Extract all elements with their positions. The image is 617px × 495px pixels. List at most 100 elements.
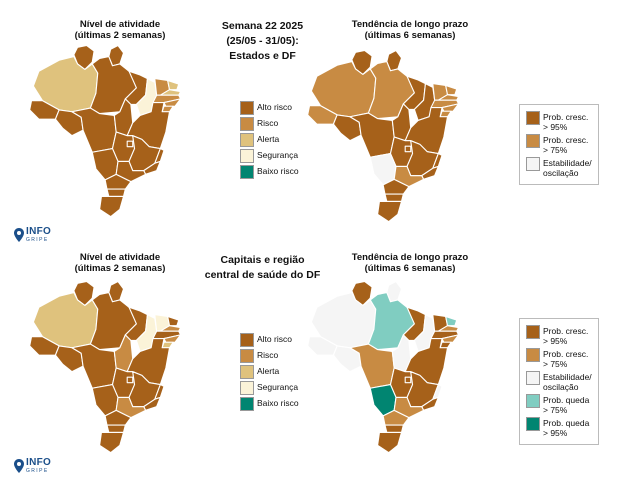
state-pr bbox=[104, 173, 132, 190]
legend-label: Alto risco bbox=[257, 102, 292, 112]
legend-swatch bbox=[526, 371, 540, 385]
legend-swatch bbox=[240, 149, 254, 163]
state-se bbox=[439, 341, 452, 349]
legend-label: Alerta bbox=[257, 134, 280, 144]
legend-swatch bbox=[526, 417, 540, 431]
state-df bbox=[126, 140, 134, 148]
bottom-activity-legend: Alto risco Risco Alerta Segurança Baixo risc… bbox=[240, 333, 299, 413]
legend-label: Prob. cresc. > 75% bbox=[543, 349, 589, 369]
state-rr bbox=[351, 280, 373, 306]
legend-swatch bbox=[240, 333, 254, 347]
legend-item: Prob. cresc. > 75% bbox=[526, 134, 592, 155]
legend-item: Baixo risco bbox=[240, 165, 299, 179]
legend-swatch bbox=[240, 397, 254, 411]
legend-label: Alto risco bbox=[257, 334, 292, 344]
state-al bbox=[441, 103, 460, 112]
state-pa bbox=[367, 61, 419, 120]
legend-item: Prob. cresc. > 95% bbox=[526, 325, 592, 346]
state-df bbox=[404, 145, 412, 153]
bottom-trend-map bbox=[307, 280, 460, 454]
top-infogripe-logo: INFO GRIPE bbox=[14, 227, 51, 243]
state-sc bbox=[106, 188, 126, 197]
legend-swatch bbox=[240, 165, 254, 179]
state-rn bbox=[167, 315, 180, 327]
legend-swatch bbox=[240, 117, 254, 131]
legend-label: Prob. cresc. > 95% bbox=[543, 112, 589, 132]
legend-swatch bbox=[240, 133, 254, 147]
state-sc bbox=[106, 424, 126, 433]
state-df bbox=[126, 376, 134, 384]
state-pr bbox=[104, 409, 132, 426]
state-df bbox=[404, 376, 412, 384]
legend-label: Baixo risco bbox=[257, 398, 299, 408]
legend-swatch bbox=[526, 325, 540, 339]
bottom-infogripe-logo: INFO GRIPE bbox=[14, 458, 51, 474]
state-se bbox=[161, 341, 174, 349]
legend-swatch bbox=[526, 134, 540, 148]
state-rn bbox=[445, 84, 458, 96]
state-rr bbox=[351, 49, 373, 75]
bottom-center-title: Capitais e região central de saúde do DF bbox=[204, 254, 321, 281]
legend-item: Alerta bbox=[240, 133, 299, 147]
legend-label: Alerta bbox=[257, 366, 280, 376]
state-pa bbox=[367, 292, 419, 351]
legend-item: Estabilidade/ oscilação bbox=[526, 157, 592, 178]
top-trend-legend: Prob. cresc. > 95% Prob. cresc. > 75% Esta… bbox=[519, 104, 599, 185]
state-pa bbox=[89, 56, 141, 115]
legend-label: Prob. queda > 75% bbox=[543, 395, 590, 415]
legend-item: Prob. cresc. > 75% bbox=[526, 348, 592, 369]
legend-swatch bbox=[240, 365, 254, 379]
state-rr bbox=[73, 44, 95, 70]
legend-label: Risco bbox=[257, 350, 279, 360]
top-activity-map bbox=[29, 44, 182, 218]
top-activity-legend: Alto risco Risco Alerta Segurança Baixo risc… bbox=[240, 101, 299, 181]
state-sc bbox=[384, 193, 404, 202]
bottom-trend-legend: Prob. cresc. > 95% Prob. cresc. > 75% Esta… bbox=[519, 318, 599, 445]
logo-sub-text: GRIPE bbox=[26, 237, 49, 243]
legend-swatch bbox=[526, 348, 540, 362]
bottom-activity-map-title: Nível de atividade (últimas 2 semanas) bbox=[74, 252, 166, 274]
state-rs bbox=[99, 195, 125, 218]
legend-item: Prob. queda > 75% bbox=[526, 394, 592, 415]
legend-item: Baixo risco bbox=[240, 397, 299, 411]
legend-swatch bbox=[240, 349, 254, 363]
legend-item: Prob. queda > 95% bbox=[526, 417, 592, 438]
state-rr bbox=[73, 280, 95, 306]
state-se bbox=[161, 105, 174, 113]
logo-main-text: INFO bbox=[26, 226, 52, 237]
top-activity-map-title: Nível de atividade (últimas 2 semanas) bbox=[74, 19, 166, 41]
state-al bbox=[163, 98, 182, 107]
state-rn bbox=[167, 79, 180, 91]
top-trend-map-title: Tendência de longo prazo (últimas 6 sema… bbox=[351, 19, 469, 41]
legend-label: Estabilidade/ oscilação bbox=[543, 372, 592, 392]
legend-swatch bbox=[240, 101, 254, 115]
state-pr bbox=[382, 178, 410, 195]
legend-label: Prob. cresc. > 75% bbox=[543, 135, 589, 155]
legend-label: Estabilidade/ oscilação bbox=[543, 158, 592, 178]
state-al bbox=[163, 334, 182, 343]
legend-label: Segurança bbox=[257, 150, 299, 160]
state-se bbox=[439, 110, 452, 118]
logo-sub-text: GRIPE bbox=[26, 468, 49, 474]
legend-swatch bbox=[240, 381, 254, 395]
legend-swatch bbox=[526, 394, 540, 408]
legend-label: Segurança bbox=[257, 382, 299, 392]
state-al bbox=[441, 334, 460, 343]
bottom-activity-map bbox=[29, 280, 182, 454]
legend-item: Segurança bbox=[240, 149, 299, 163]
legend-label: Risco bbox=[257, 118, 279, 128]
legend-label: Prob. queda > 95% bbox=[543, 418, 590, 438]
legend-item: Risco bbox=[240, 349, 299, 363]
legend-label: Baixo risco bbox=[257, 166, 299, 176]
state-rs bbox=[377, 200, 403, 223]
state-rs bbox=[99, 431, 125, 454]
top-center-title: Semana 22 2025 (25/05 - 31/05): Estados … bbox=[221, 20, 304, 62]
legend-item: Risco bbox=[240, 117, 299, 131]
legend-item: Prob. cresc. > 95% bbox=[526, 111, 592, 132]
state-sc bbox=[384, 424, 404, 433]
top-trend-map bbox=[307, 49, 460, 223]
legend-swatch bbox=[526, 157, 540, 171]
state-pa bbox=[89, 292, 141, 351]
legend-item: Alerta bbox=[240, 365, 299, 379]
bottom-trend-map-title: Tendência de longo prazo (últimas 6 sema… bbox=[351, 252, 469, 274]
